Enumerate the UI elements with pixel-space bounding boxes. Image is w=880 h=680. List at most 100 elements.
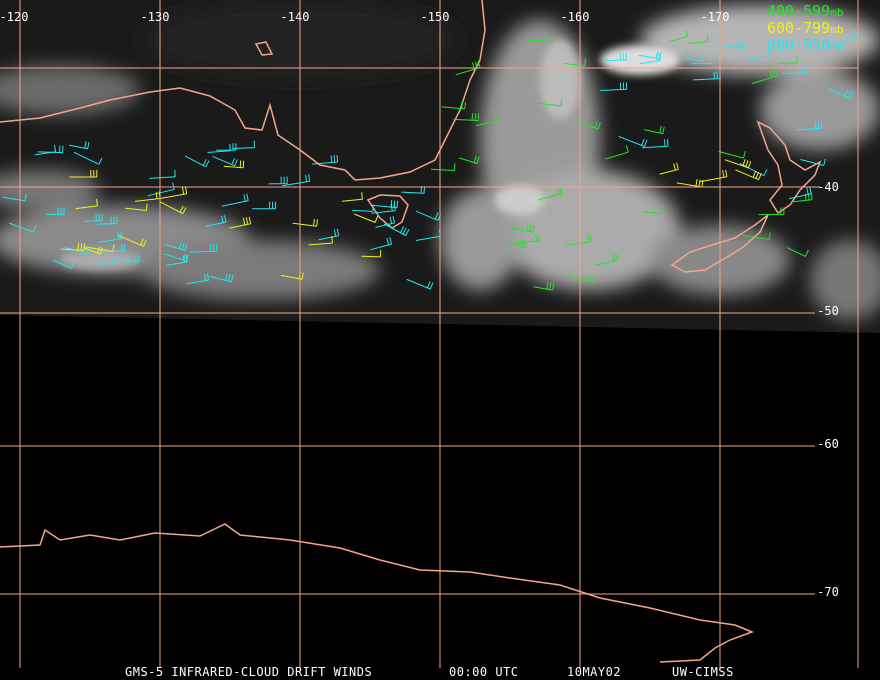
longitude-labels: -120 -130 -140 -150 -160 -170 <box>0 10 730 24</box>
wind-barb <box>618 136 648 147</box>
new-zealand-south <box>670 214 769 273</box>
wind-barb <box>827 88 854 99</box>
wind-barb <box>638 51 662 60</box>
wind-barb <box>159 186 188 199</box>
legend-unit: mb <box>830 40 843 53</box>
wind-barb <box>60 243 86 251</box>
wind-barb <box>600 82 628 91</box>
wind-barb <box>205 215 227 227</box>
wind-barb <box>475 114 498 127</box>
footer-product: GMS-5 INFRARED-CLOUD DRIFT WINDS <box>125 665 372 679</box>
wind-barb <box>75 198 98 210</box>
wind-barb <box>209 273 234 283</box>
wind-barb <box>778 55 798 64</box>
wind-barb <box>184 155 210 168</box>
wind-barb <box>354 213 379 223</box>
longitude-label: -140 <box>281 10 310 24</box>
wind-barb <box>441 101 466 110</box>
legend-entry: 600-799mb <box>767 19 843 37</box>
wind-barb <box>603 52 627 62</box>
legend-unit: mb <box>830 6 843 19</box>
wind-barb <box>724 159 752 169</box>
wind-barbs <box>2 29 860 291</box>
legend-entry: 800-950mb <box>767 36 843 54</box>
wind-barb <box>221 193 249 207</box>
wind-barb <box>752 68 778 84</box>
legend-range: 800-950 <box>767 36 830 54</box>
longitude-label: -170 <box>701 10 730 24</box>
wind-barb <box>537 187 562 201</box>
wind-barb <box>718 151 746 159</box>
legend-entry: 400-599mb <box>767 2 843 20</box>
small-island <box>254 41 274 56</box>
wind-barb <box>318 228 340 241</box>
wind-barb <box>511 224 535 233</box>
wind-barb <box>505 239 528 249</box>
wind-barb <box>2 193 27 202</box>
wind-barb <box>69 170 98 178</box>
wind-barb <box>223 160 245 169</box>
wind-barb <box>742 232 771 240</box>
wind-barb <box>564 58 586 67</box>
legend-range: 400-599 <box>767 2 830 20</box>
wind-barb <box>147 182 175 197</box>
wind-barb <box>372 200 399 209</box>
wind-barb <box>527 34 554 42</box>
footer-date: 10MAY02 <box>567 665 621 679</box>
antarctica-coast <box>0 523 755 663</box>
wind-barb <box>676 179 704 188</box>
wind-barb <box>207 143 231 153</box>
wind-barb <box>383 223 410 236</box>
wind-barb <box>718 40 746 49</box>
wind-barb <box>232 140 255 149</box>
wind-barb <box>453 113 479 121</box>
wind-barb <box>85 244 115 253</box>
wind-barb <box>216 143 237 151</box>
wind-barb <box>642 139 669 149</box>
wind-barb <box>594 253 618 266</box>
latitude-label: -70 <box>817 585 839 599</box>
wind-barb <box>292 218 318 227</box>
wind-barb <box>735 169 762 181</box>
wind-barb <box>739 162 768 177</box>
wind-barb <box>73 151 103 165</box>
wind-barb <box>668 29 689 43</box>
wind-barb <box>84 213 103 222</box>
wind-barb <box>455 60 481 76</box>
legend-unit: mb <box>830 23 843 36</box>
wind-barb <box>252 201 277 210</box>
wind-barb <box>644 125 665 135</box>
wind-barb <box>375 215 396 228</box>
wind-barb <box>189 244 218 253</box>
wind-barb <box>604 145 629 160</box>
wind-barb <box>159 201 187 215</box>
wind-barb <box>186 273 209 285</box>
longitude-label: -120 <box>0 10 28 24</box>
latitude-label: -40 <box>817 180 839 194</box>
wind-barb <box>791 192 813 203</box>
latitude-label: -50 <box>817 304 839 318</box>
wind-barb <box>229 216 252 229</box>
wind-barb <box>430 163 456 171</box>
wind-barb <box>361 249 382 258</box>
wind-barb <box>119 254 140 263</box>
wind-barb <box>758 207 785 216</box>
wind-barb <box>212 155 238 167</box>
wind-barb <box>795 121 823 131</box>
wind-barb <box>83 246 104 255</box>
wind-barb <box>149 169 176 179</box>
new-zealand-north <box>756 120 822 215</box>
wind-barb <box>165 241 188 251</box>
wind-barb <box>700 169 728 183</box>
wind-barb <box>782 65 808 74</box>
longitude-label: -160 <box>561 10 590 24</box>
wind-barb <box>96 255 116 266</box>
wind-barb <box>308 236 333 246</box>
wind-barb <box>282 174 311 187</box>
wind-barb <box>533 282 555 291</box>
wind-barb <box>370 237 393 251</box>
wind-barb <box>788 186 812 200</box>
wind-barb <box>659 162 679 175</box>
wind-barb <box>52 259 75 269</box>
